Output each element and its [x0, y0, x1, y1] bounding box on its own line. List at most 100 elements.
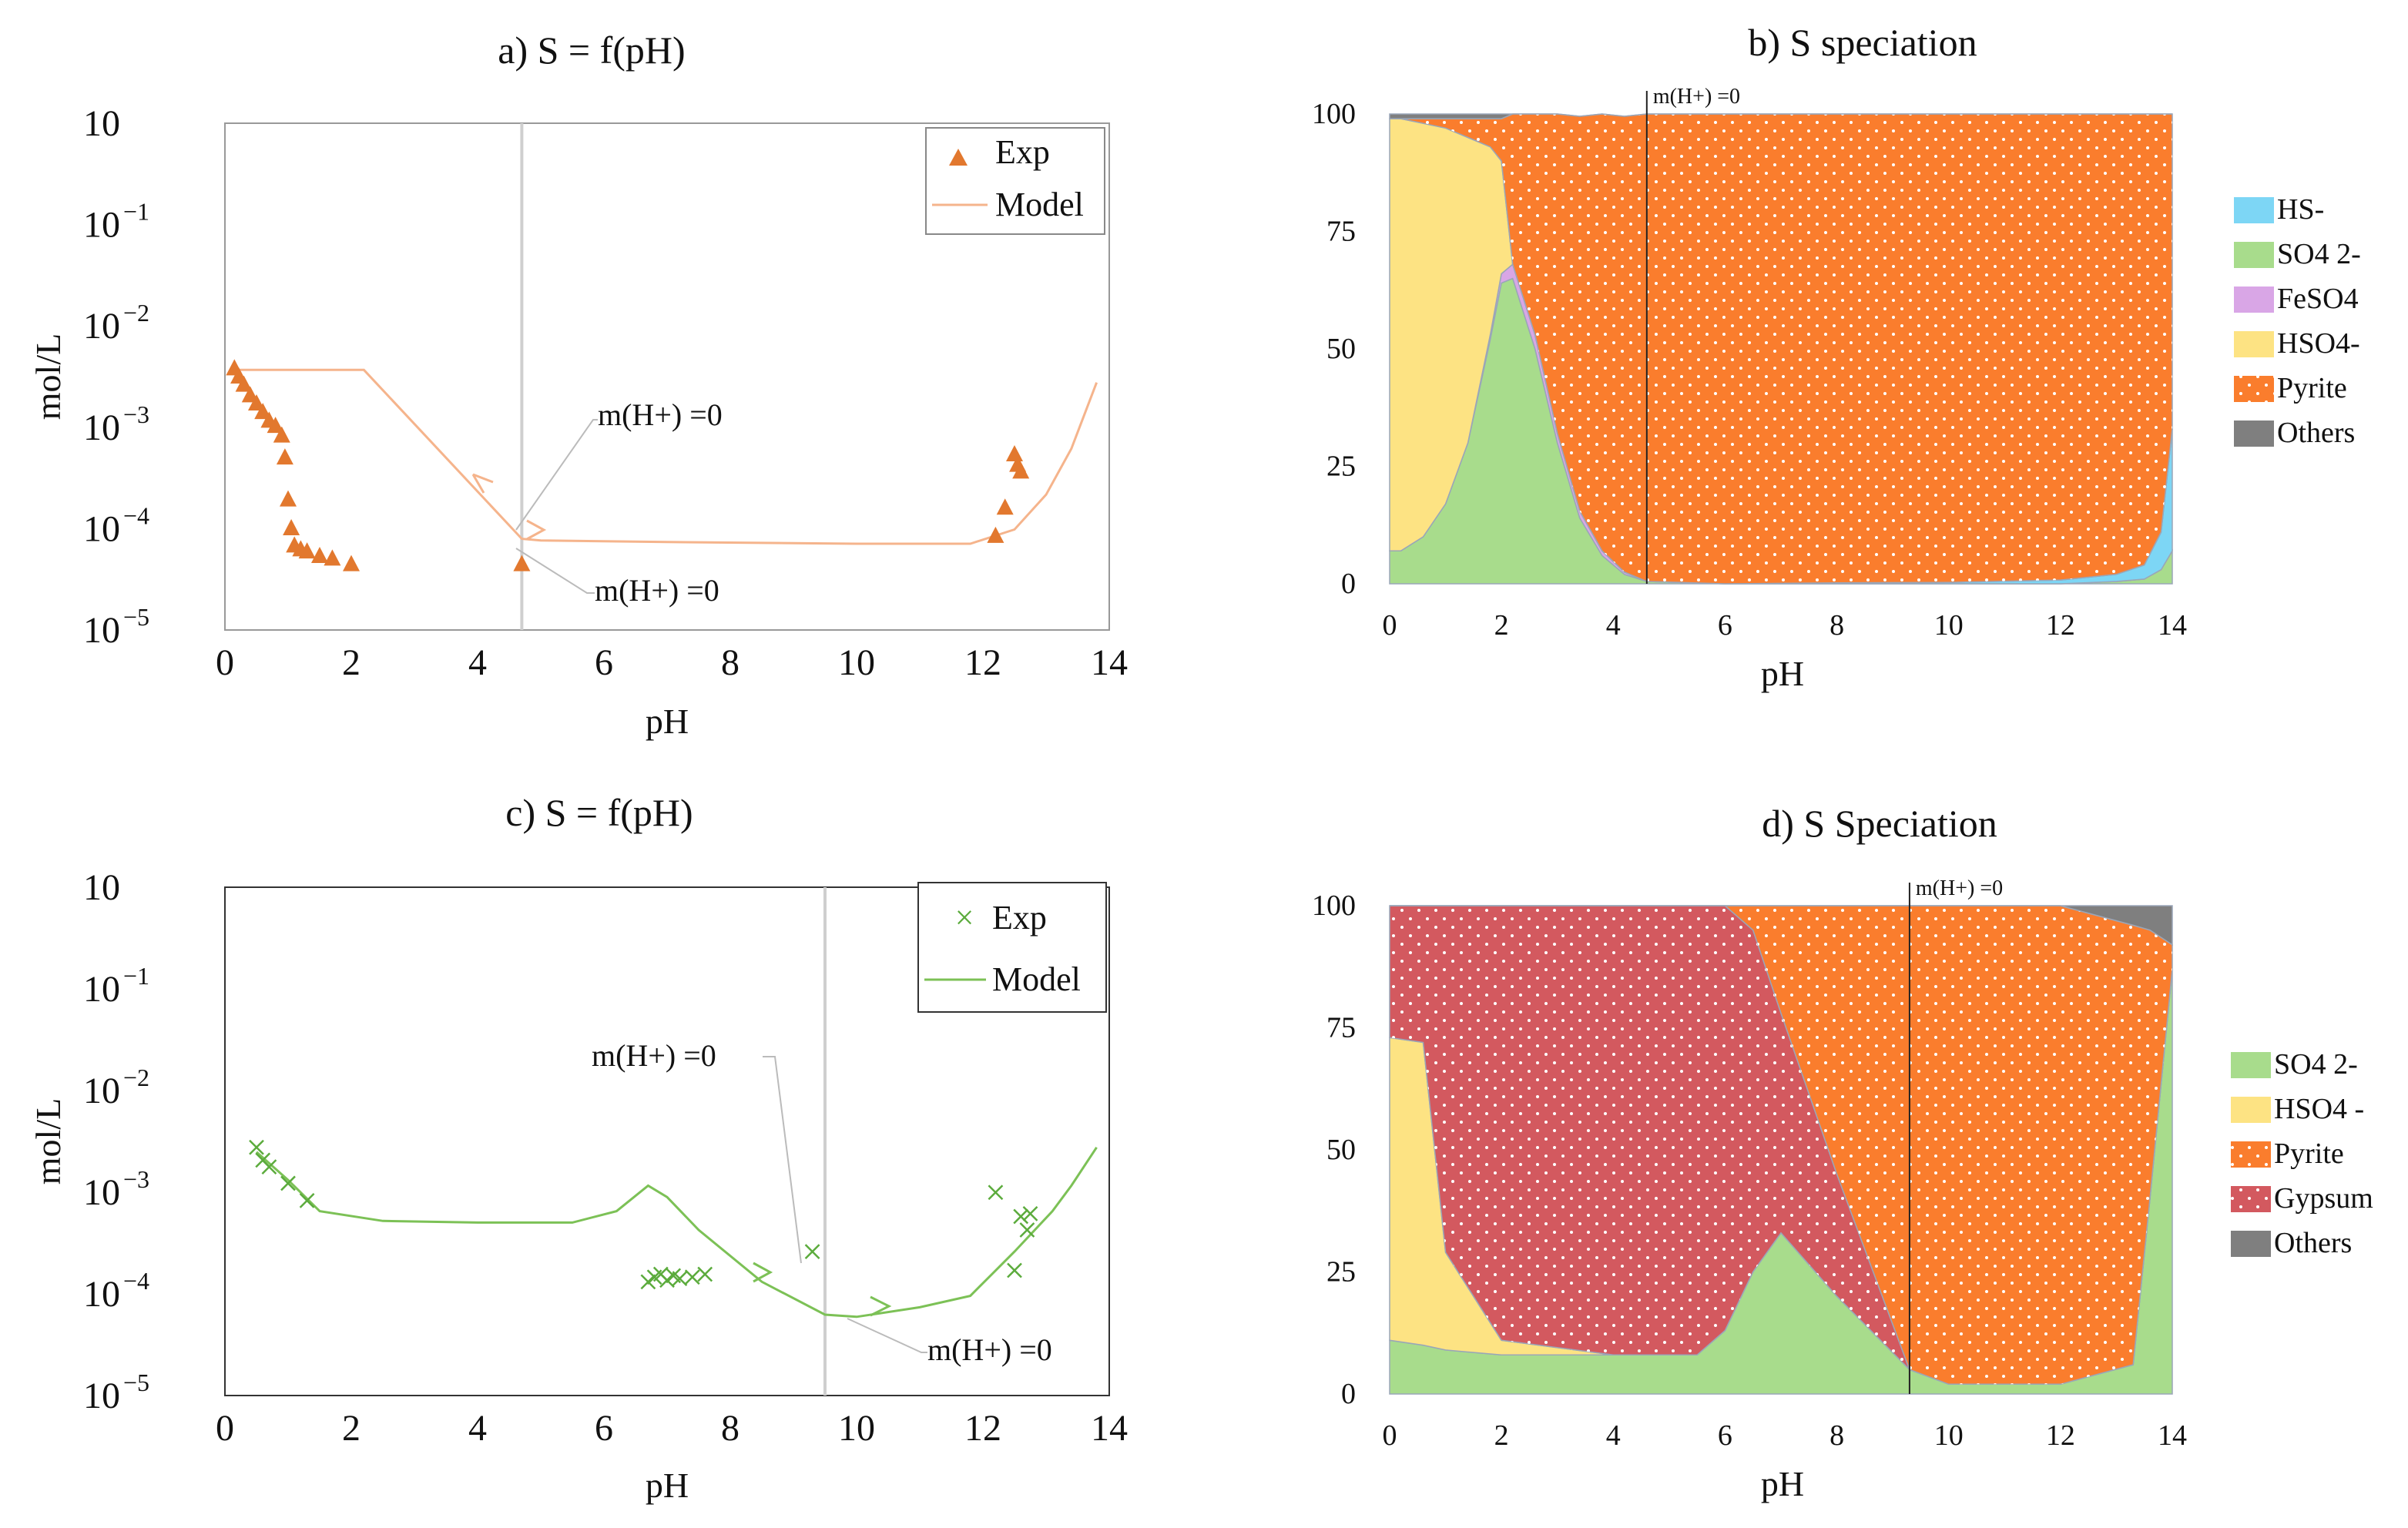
chart-b-legend-item: HSO4-	[2234, 327, 2360, 360]
chart-c-annotation-1-text: m(H+) =0	[592, 1038, 716, 1073]
chart-a-x-tick-label: 12	[964, 642, 1001, 683]
chart-c-y-tick-exponent: −3	[123, 1165, 149, 1193]
chart-d-legend-item: HSO4 -	[2231, 1093, 2364, 1125]
chart-c-y-tick-exponent: −1	[123, 962, 149, 990]
chart-a-exp-point	[513, 555, 531, 571]
chart-c-y-tick-label: 10	[83, 867, 120, 908]
chart-d-area-dots	[1390, 906, 2172, 1385]
chart-b-x-tick-label: 4	[1606, 609, 1621, 642]
chart-c-legend-exp: Exp	[992, 899, 1047, 937]
chart-a-exp-point	[280, 490, 297, 507]
chart-a-legend-exp: Exp	[995, 133, 1050, 171]
chart-a-exp-point	[1006, 444, 1023, 461]
chart-a-y-tick-label: 10	[83, 610, 120, 651]
chart-d-legend-item: Pyrite	[2231, 1138, 2344, 1170]
chart-a-y-tick-exponent: −3	[123, 400, 149, 428]
chart-c-exp-point	[684, 1269, 700, 1285]
chart-b-legend-swatch	[2234, 286, 2274, 313]
chart-d-y-ticks: 100 75 50 25 0	[1312, 890, 1356, 1410]
chart-c-x-tick-label: 2	[342, 1408, 361, 1449]
chart-b: b) S speciation m(H+) =0 100 75 50 25 0 0 2 4 6…	[1312, 21, 2361, 693]
chart-d-legend-label: SO4 2-	[2274, 1048, 2358, 1081]
chart-a-y-tick-label: 10	[83, 508, 120, 549]
chart-c-annotation-1: m(H+) =0	[592, 1038, 802, 1264]
chart-b-legend-swatch	[2234, 242, 2274, 268]
chart-a-exp-point	[241, 386, 259, 403]
chart-b-y-tick-label: 75	[1326, 216, 1356, 248]
chart-c-title: c) S = f(pH)	[505, 791, 693, 834]
chart-c-y-tick-exponent: −2	[123, 1064, 149, 1091]
chart-d-y-tick-label: 50	[1326, 1134, 1356, 1166]
chart-d-legend-label: Pyrite	[2274, 1138, 2344, 1170]
chart-d-legend-label: Others	[2274, 1227, 2352, 1259]
chart-a-y-tick-label: 10	[83, 103, 120, 144]
chart-b-legend-item: Pyrite	[2234, 372, 2347, 404]
chart-a-exp-point	[254, 403, 272, 420]
chart-b-area-dots	[1390, 114, 2172, 584]
chart-a-x-ticks: 0 2 4 6 8 10 12 14	[216, 642, 1128, 683]
chart-d-x-axis-label: pH	[1761, 1464, 1804, 1503]
chart-a-annotation-2-text: m(H+) =0	[595, 573, 719, 608]
chart-d-reference-label: m(H+) =0	[1916, 876, 2003, 900]
chart-c-y-tick-label: 10	[83, 969, 120, 1010]
chart-d-y-tick-label: 0	[1341, 1378, 1356, 1410]
chart-a-exp-point	[311, 547, 328, 564]
chart-d-legend-label: Gypsum	[2274, 1182, 2373, 1215]
chart-c-y-tick-label: 10	[83, 1376, 120, 1416]
chart-b-x-tick-label: 8	[1829, 609, 1844, 642]
chart-c-x-tick-label: 10	[838, 1408, 875, 1449]
chart-b-legend-label: Pyrite	[2277, 372, 2347, 404]
chart-b-legend-item: Others	[2234, 417, 2355, 449]
chart-d-x-tick-label: 12	[2046, 1419, 2075, 1452]
chart-a-exp-point	[248, 394, 265, 410]
chart-d-x-tick-label: 10	[1934, 1419, 1964, 1452]
chart-c-exp-point	[249, 1139, 264, 1155]
chart-d-legend-item: Gypsum	[2231, 1182, 2373, 1215]
chart-d: d) S Speciation m(H+) =0 100 75 50 25 0 0 2 4 6…	[1312, 802, 2373, 1503]
chart-c-legend-model: Model	[992, 960, 1081, 998]
chart-b-legend-item: SO4 2-	[2234, 238, 2361, 270]
chart-d-legend-swatch	[2231, 1097, 2271, 1123]
chart-a-exp-point	[1012, 462, 1030, 479]
chart-a-y-tick-label: 10	[83, 407, 120, 448]
chart-b-area-others	[1389, 113, 2172, 119]
chart-c-exp-point	[261, 1159, 277, 1174]
chart-a-x-tick-label: 2	[342, 642, 361, 683]
chart-b-y-tick-label: 100	[1312, 98, 1356, 130]
chart-c-exp-point	[1019, 1222, 1035, 1238]
chart-a-y-tick-exponent: −4	[123, 501, 149, 529]
chart-b-legend-label: SO4 2-	[2277, 238, 2361, 270]
chart-d-area-others	[1390, 905, 2173, 947]
chart-c-exp-point	[1007, 1262, 1022, 1278]
chart-a-annotation-1-text: m(H+) =0	[598, 397, 723, 432]
chart-d-x-tick-label: 6	[1718, 1419, 1732, 1452]
chart-b-legend-label: HS-	[2277, 193, 2324, 226]
chart-c-exp-point	[1013, 1208, 1029, 1225]
chart-a-exp-point	[298, 542, 316, 559]
chart-a-exp-point	[267, 417, 284, 434]
chart-b-y-ticks: 100 75 50 25 0	[1312, 98, 1356, 600]
chart-c-exp-point	[1022, 1206, 1038, 1221]
chart-c-y-tick-exponent: −5	[123, 1369, 149, 1396]
chart-c-y-axis-label: mol/L	[29, 1098, 68, 1185]
chart-b-legend: HS- SO4 2- FeSO4 HSO4- Pyrite Others	[2234, 193, 2361, 449]
chart-a-exp-point	[987, 526, 1004, 543]
chart-d-title: d) S Speciation	[1762, 802, 1997, 845]
chart-c-exp-point	[672, 1271, 688, 1287]
chart-a-x-tick-label: 4	[468, 642, 487, 683]
chart-c-exp-point	[299, 1193, 315, 1208]
chart-a-exp-points	[226, 359, 1030, 571]
chart-a-x-tick-label: 0	[216, 642, 234, 683]
chart-a-x-tick-label: 14	[1091, 642, 1128, 683]
chart-c-exp-point	[804, 1244, 820, 1259]
chart-d-legend-item: SO4 2-	[2231, 1048, 2358, 1081]
chart-a-x-tick-label: 8	[721, 642, 740, 683]
chart-c-exp-point	[640, 1274, 656, 1290]
chart-c-exp-point	[280, 1175, 296, 1191]
chart-c-x-tick-label: 0	[216, 1408, 234, 1449]
chart-a-exp-point	[996, 498, 1014, 515]
chart-b-x-tick-label: 14	[2158, 609, 2187, 642]
